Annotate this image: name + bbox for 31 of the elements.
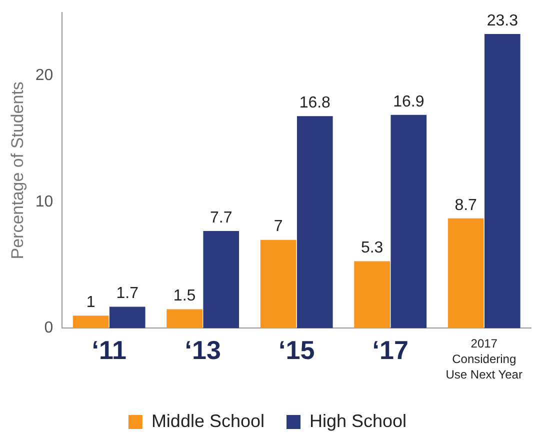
data-label: 5.3 bbox=[360, 240, 384, 257]
bar bbox=[390, 114, 427, 328]
x-tick-label: ‘15 bbox=[278, 334, 315, 365]
data-label: 16.8 bbox=[299, 94, 331, 112]
x-tick-label: ‘11 bbox=[92, 334, 126, 365]
data-label: 16.9 bbox=[393, 93, 424, 110]
bar bbox=[166, 309, 202, 328]
data-label: 8.7 bbox=[454, 196, 478, 214]
bar bbox=[203, 230, 240, 328]
bar bbox=[484, 34, 520, 328]
y-tick-label: 10 bbox=[35, 193, 54, 210]
data-label: 23.3 bbox=[486, 12, 518, 30]
bar bbox=[448, 218, 484, 328]
bar bbox=[296, 116, 333, 328]
bar bbox=[354, 261, 390, 328]
bar bbox=[109, 306, 146, 328]
data-label: 7.7 bbox=[210, 209, 232, 226]
data-label: 1 bbox=[86, 294, 96, 311]
bar bbox=[260, 240, 296, 328]
data-label: 1.7 bbox=[116, 285, 139, 302]
x-tick-label: ‘13 bbox=[184, 334, 221, 365]
x-tick-label: ‘17 bbox=[372, 334, 408, 365]
bar bbox=[72, 316, 109, 328]
y-tick-label: 20 bbox=[35, 67, 54, 84]
y-axis-title: Percentage of Students bbox=[8, 82, 27, 260]
legend-label: High School bbox=[310, 410, 407, 431]
y-tick-label: 0 bbox=[44, 320, 54, 337]
legend-label: Middle School bbox=[151, 410, 264, 431]
data-label: 7 bbox=[274, 218, 283, 236]
x-tick-label: 2017 Considering Use Next Year bbox=[446, 336, 522, 382]
data-label: 1.5 bbox=[173, 288, 196, 305]
